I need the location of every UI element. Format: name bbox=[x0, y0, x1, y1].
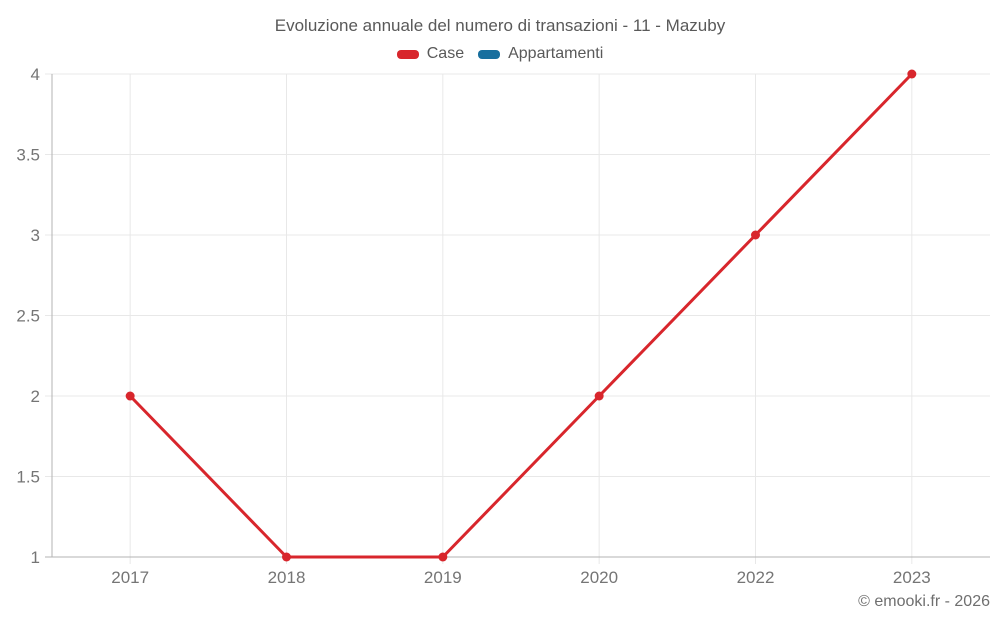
y-tick-label: 1 bbox=[31, 548, 40, 567]
watermark-credit: © emooki.fr - 2026 bbox=[858, 593, 990, 610]
x-tick-label: 2018 bbox=[268, 568, 306, 587]
case-point bbox=[594, 391, 604, 401]
x-tick-label: 2020 bbox=[580, 568, 618, 587]
y-tick-label: 3.5 bbox=[16, 146, 40, 165]
legend-label-appartamenti: Appartamenti bbox=[508, 45, 604, 62]
x-tick-label: 2017 bbox=[111, 568, 149, 587]
case-point bbox=[751, 230, 760, 240]
case-point bbox=[438, 552, 448, 562]
appartamenti-series-swatch-icon bbox=[478, 49, 501, 59]
case-point bbox=[282, 552, 291, 562]
chart-legend: Case Appartamenti bbox=[0, 45, 1000, 63]
case-point bbox=[125, 391, 135, 401]
y-tick-label: 2 bbox=[31, 387, 40, 406]
y-tick-label: 2.5 bbox=[16, 307, 40, 326]
y-tick-label: 3 bbox=[31, 226, 40, 245]
case-series-swatch-icon bbox=[396, 49, 419, 59]
x-tick-label: 2022 bbox=[737, 568, 775, 587]
legend-item-case[interactable]: Case bbox=[396, 45, 465, 63]
chart-title: Evoluzione annuale del numero di transaz… bbox=[274, 16, 726, 35]
case-point bbox=[907, 69, 917, 79]
x-tick-label: 2023 bbox=[893, 568, 931, 587]
x-tick-label: 2019 bbox=[424, 568, 462, 587]
case-line bbox=[128, 72, 914, 559]
legend-label-case: Case bbox=[426, 45, 465, 62]
legend-item-appartamenti[interactable]: Appartamenti bbox=[478, 45, 603, 63]
y-tick-label: 4 bbox=[31, 65, 40, 84]
y-tick-label: 1.5 bbox=[16, 468, 40, 487]
